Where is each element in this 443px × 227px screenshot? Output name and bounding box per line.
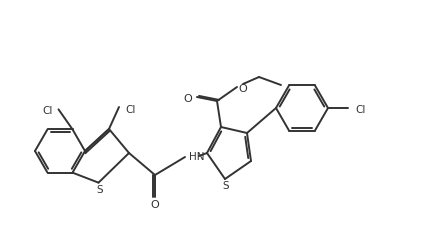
Text: S: S: [223, 180, 229, 190]
Text: HN: HN: [189, 151, 205, 161]
Text: S: S: [96, 184, 103, 194]
Text: Cl: Cl: [125, 105, 136, 114]
Text: Cl: Cl: [355, 105, 365, 114]
Text: O: O: [238, 84, 247, 94]
Text: O: O: [151, 199, 159, 209]
Text: O: O: [183, 94, 192, 104]
Text: Cl: Cl: [42, 106, 53, 116]
